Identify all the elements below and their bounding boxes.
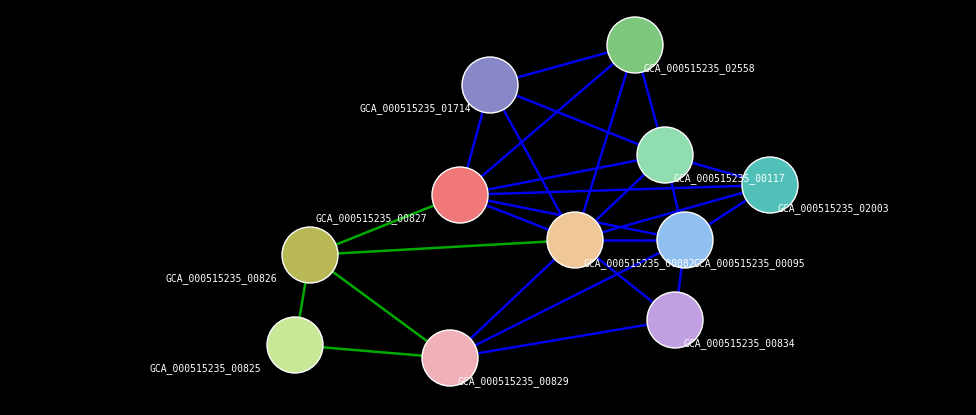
Text: GCA_000515235_00825: GCA_000515235_00825 <box>150 363 262 374</box>
Ellipse shape <box>267 317 323 373</box>
Ellipse shape <box>637 127 693 183</box>
Text: GCA_000515235_01714: GCA_000515235_01714 <box>360 103 471 114</box>
Ellipse shape <box>647 292 703 348</box>
Ellipse shape <box>547 212 603 268</box>
Ellipse shape <box>422 330 478 386</box>
Ellipse shape <box>282 227 338 283</box>
Text: GCA_000515235_02003: GCA_000515235_02003 <box>778 203 890 214</box>
Ellipse shape <box>607 17 663 73</box>
Ellipse shape <box>432 167 488 223</box>
Text: GCA_000515235_00829: GCA_000515235_00829 <box>458 376 570 387</box>
Ellipse shape <box>462 57 518 113</box>
Text: GCA_000515235_00834: GCA_000515235_00834 <box>683 338 794 349</box>
Ellipse shape <box>742 157 798 213</box>
Text: GCA_000515235_00095: GCA_000515235_00095 <box>693 258 804 269</box>
Text: GCA_000515235_00827: GCA_000515235_00827 <box>315 213 427 224</box>
Text: GCA_000515235_00082: GCA_000515235_00082 <box>583 258 695 269</box>
Text: GCA_000515235_02558: GCA_000515235_02558 <box>643 63 754 74</box>
Text: GCA_000515235_00117: GCA_000515235_00117 <box>673 173 785 184</box>
Text: GCA_000515235_00826: GCA_000515235_00826 <box>165 273 276 284</box>
Ellipse shape <box>657 212 713 268</box>
